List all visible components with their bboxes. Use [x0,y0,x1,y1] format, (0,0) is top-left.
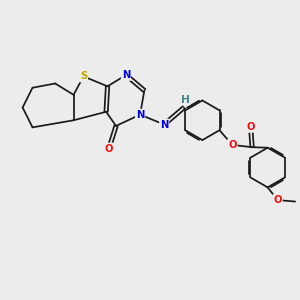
Text: N: N [160,119,168,130]
Text: O: O [273,195,282,205]
Text: O: O [228,140,236,150]
Text: H: H [181,94,190,105]
Text: O: O [246,122,255,132]
Text: O: O [105,144,113,154]
Text: N: N [136,110,144,120]
Text: S: S [80,71,87,81]
Text: N: N [122,70,130,80]
